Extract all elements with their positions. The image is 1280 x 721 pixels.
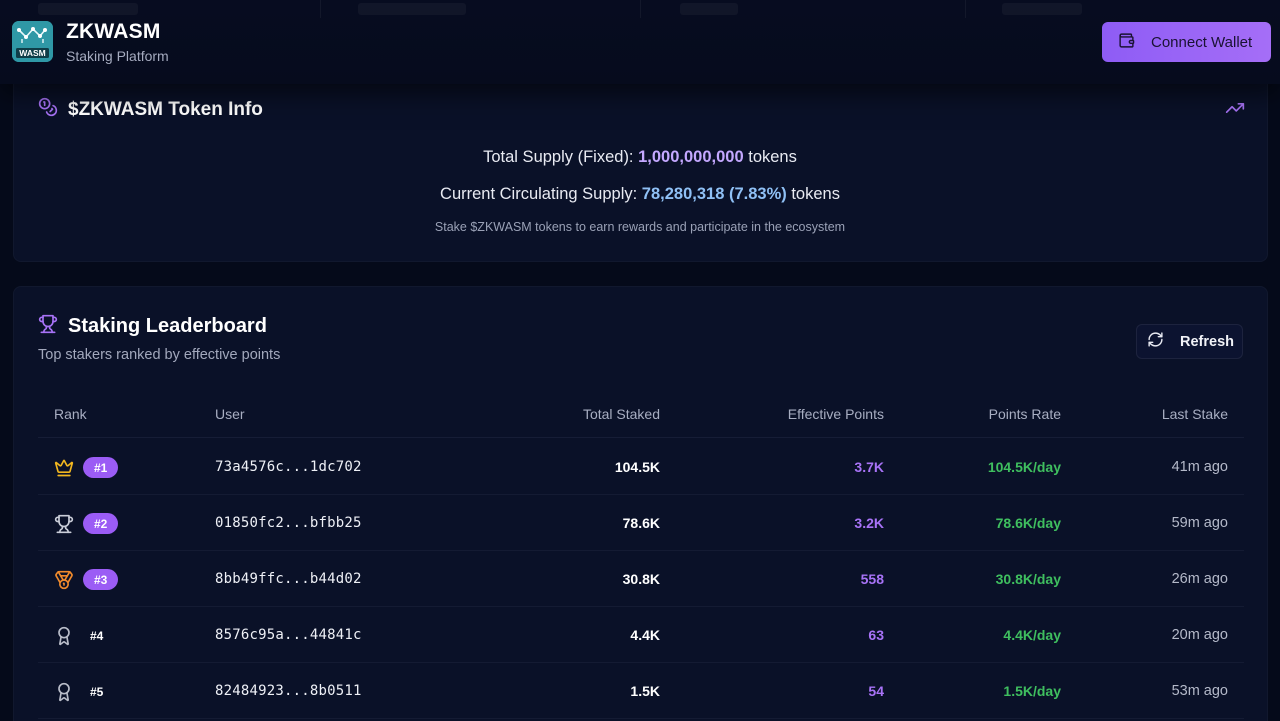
column-header-effective-points[interactable]: Effective Points — [787, 406, 884, 422]
total-supply-unit: tokens — [748, 148, 797, 166]
column-header-points-rate[interactable]: Points Rate — [988, 406, 1061, 422]
effective-points-value: 54 — [868, 683, 884, 699]
trophy-icon — [38, 314, 58, 339]
faded-nav-item — [1002, 3, 1082, 15]
user-address[interactable]: 8576c95a...44841c — [215, 627, 362, 643]
rank-label: #5 — [90, 684, 104, 699]
medal-icon — [54, 570, 74, 590]
table-row[interactable]: #3 8bb49ffc...b44d02 30.8K 558 30.8K/day… — [38, 551, 1244, 607]
token-info-card — [13, 60, 1268, 262]
effective-points-value: 3.2K — [854, 515, 884, 531]
last-stake-value: 41m ago — [1171, 459, 1228, 475]
last-stake-value: 26m ago — [1171, 571, 1228, 587]
total-supply-label: Total Supply (Fixed): — [483, 148, 634, 166]
award-icon — [54, 626, 74, 646]
table-row[interactable]: #5 82484923...8b0511 1.5K 54 1.5K/day 53… — [38, 663, 1244, 719]
app-title: ZKWASM — [66, 20, 161, 43]
circulating-supply-value: 78,280,318 (7.83%) — [641, 185, 787, 203]
divider — [320, 0, 321, 18]
total-staked-value: 78.6K — [622, 515, 660, 531]
leaderboard-header: Staking Leaderboard — [38, 314, 267, 339]
effective-points-value: 63 — [868, 627, 884, 643]
circulating-supply-label: Current Circulating Supply: — [440, 185, 638, 203]
rank-badge: #1 — [83, 457, 119, 478]
connect-wallet-label: Connect Wallet — [1151, 33, 1253, 51]
column-header-total-staked[interactable]: Total Staked — [582, 406, 660, 422]
user-address[interactable]: 8bb49ffc...b44d02 — [215, 571, 362, 587]
points-rate-value: 1.5K/day — [1003, 683, 1061, 699]
refresh-icon — [1147, 331, 1164, 352]
table-row[interactable]: #2 01850fc2...bfbb25 78.6K 3.2K 78.6K/da… — [38, 495, 1244, 551]
token-info-header: $ZKWASM Token Info — [38, 97, 263, 122]
leaderboard-card — [13, 286, 1268, 721]
effective-points-value: 3.7K — [854, 459, 884, 475]
award-icon — [54, 682, 74, 702]
last-stake-value: 20m ago — [1171, 627, 1228, 643]
trending-up-icon — [1225, 98, 1245, 123]
leaderboard-title: Staking Leaderboard — [68, 315, 267, 337]
total-supply-value: 1,000,000,000 — [638, 148, 744, 166]
coins-icon — [38, 97, 58, 122]
circulating-supply-line: Current Circulating Supply: 78,280,318 (… — [0, 185, 1280, 204]
points-rate-value: 4.4K/day — [1003, 627, 1061, 643]
leaderboard-subtitle: Top stakers ranked by effective points — [38, 347, 281, 363]
divider — [640, 0, 641, 18]
total-staked-value: 1.5K — [630, 683, 660, 699]
faded-nav-item — [38, 3, 138, 15]
zkwasm-logo[interactable]: WASM — [12, 21, 53, 62]
trophy-icon — [54, 514, 74, 534]
table-row[interactable]: #1 73a4576c...1dc702 104.5K 3.7K 104.5K/… — [38, 439, 1244, 495]
refresh-label: Refresh — [1180, 333, 1234, 350]
leaderboard-table-header: Rank User Total Staked Effective Points … — [38, 390, 1244, 438]
last-stake-value: 53m ago — [1171, 683, 1228, 699]
last-stake-value: 59m ago — [1171, 515, 1228, 531]
staking-note: Stake $ZKWASM tokens to earn rewards and… — [434, 220, 846, 234]
rank-label: #4 — [90, 628, 104, 643]
logo-graphic: WASM — [12, 21, 53, 62]
wallet-icon — [1118, 32, 1135, 53]
column-header-rank[interactable]: Rank — [54, 406, 87, 422]
user-address[interactable]: 82484923...8b0511 — [215, 683, 362, 699]
faded-nav-item — [358, 3, 466, 15]
user-address[interactable]: 01850fc2...bfbb25 — [215, 515, 362, 531]
total-staked-value: 104.5K — [614, 459, 660, 475]
circulating-supply-unit: tokens — [791, 185, 840, 203]
rank-badge: #2 — [83, 513, 119, 534]
table-row[interactable]: #4 8576c95a...44841c 4.4K 63 4.4K/day 20… — [38, 607, 1244, 663]
divider — [965, 0, 966, 18]
total-staked-value: 30.8K — [622, 571, 660, 587]
points-rate-value: 104.5K/day — [987, 459, 1061, 475]
connect-wallet-button[interactable]: Connect Wallet — [1102, 22, 1271, 62]
column-header-last-stake[interactable]: Last Stake — [1161, 406, 1228, 422]
crown-icon — [54, 458, 74, 478]
faded-nav-strip — [0, 0, 1280, 18]
refresh-button[interactable]: Refresh — [1136, 324, 1243, 359]
total-supply-line: Total Supply (Fixed): 1,000,000,000 toke… — [0, 148, 1280, 167]
total-staked-value: 4.4K — [630, 627, 660, 643]
app-subtitle: Staking Platform — [66, 48, 169, 64]
points-rate-value: 30.8K/day — [995, 571, 1061, 587]
user-address[interactable]: 73a4576c...1dc702 — [215, 459, 362, 475]
token-info-title: $ZKWASM Token Info — [68, 98, 263, 120]
faded-nav-item — [680, 3, 738, 15]
column-header-user[interactable]: User — [215, 406, 245, 422]
svg-text:WASM: WASM — [19, 48, 45, 58]
effective-points-value: 558 — [860, 571, 884, 587]
rank-badge: #3 — [83, 569, 119, 590]
top-navbar: WASM ZKWASM Staking Platform Connect Wal… — [0, 0, 1280, 84]
points-rate-value: 78.6K/day — [995, 515, 1061, 531]
